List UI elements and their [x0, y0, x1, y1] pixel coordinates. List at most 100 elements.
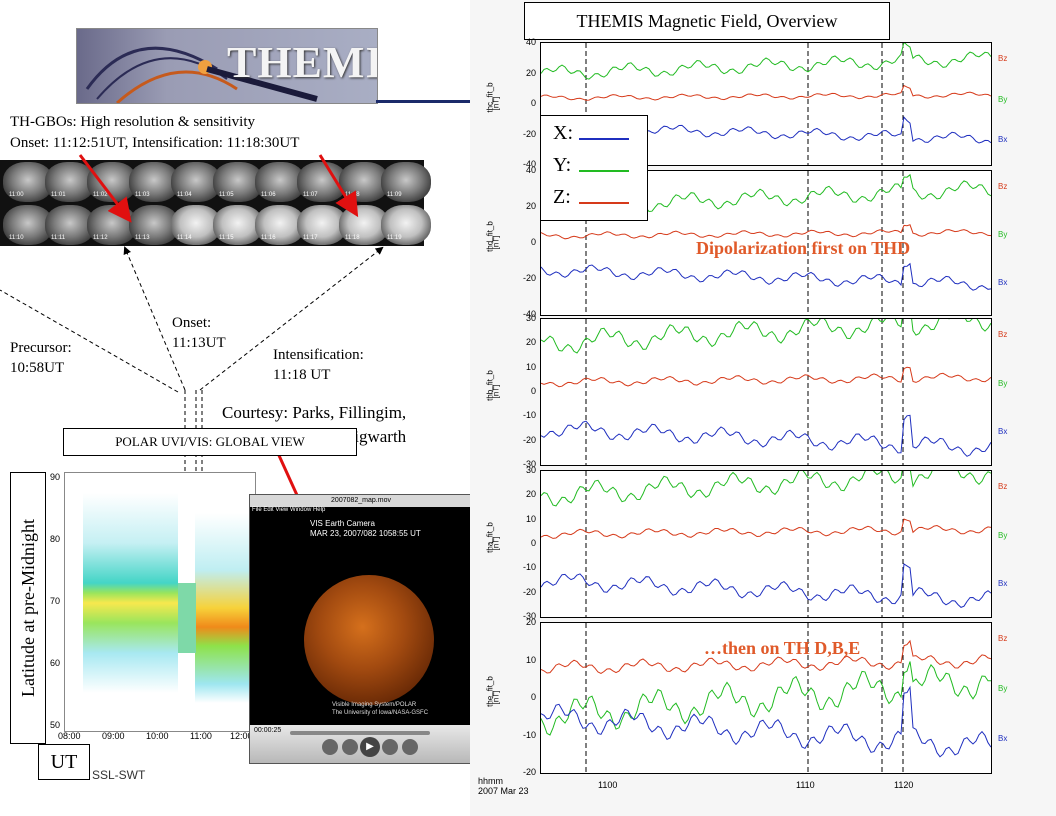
- y-tick: 0: [530, 538, 536, 548]
- field-panel-tha_fit_b: [540, 457, 992, 618]
- movie-caption-line2: MAR 23, 2007/082 1058:55 UT: [310, 529, 421, 538]
- bx-trace: [540, 563, 992, 608]
- bz-trace: [540, 224, 992, 240]
- field-panel-thb_fit_b: [540, 301, 992, 466]
- panel-unit: [nT]: [491, 384, 501, 399]
- gbo-title-line2: Onset: 11:12:51UT, Intensification: 11:1…: [10, 135, 300, 151]
- movie-footer: Visible Imaging System/POLAR The Univers…: [332, 701, 428, 717]
- courtesy-line2: Sigwarth: [344, 427, 407, 446]
- movie-time: 00:00:25: [254, 727, 282, 734]
- keo-xtick: 12:00: [230, 731, 253, 741]
- y-tick: -20: [522, 767, 536, 777]
- keo-xtick: 09:00: [102, 731, 125, 741]
- by-trace: [540, 457, 992, 507]
- onset-label-line2: 11:13UT: [172, 335, 226, 351]
- y-tick: 0: [530, 692, 536, 702]
- gbo-title: TH-GBOs: High resolution & sensitivity O…: [10, 112, 299, 154]
- by-trace: [540, 661, 992, 736]
- panel-unit: [nT]: [491, 536, 501, 551]
- movie-controls: 00:00:25 ▶: [250, 725, 472, 763]
- ssl-swt-label: SSL-SWT: [92, 768, 146, 782]
- legend-x-label: X:: [553, 122, 573, 144]
- field-traces: [540, 301, 992, 465]
- logo-underline: [376, 100, 470, 103]
- allsky-frame: 11:04: [171, 162, 221, 202]
- y-tick: 10: [525, 654, 536, 665]
- y-tick: 20: [525, 67, 536, 78]
- y-tick: -10: [522, 562, 536, 573]
- x-tick: 1120: [894, 780, 914, 790]
- keo-ytick: 60: [49, 658, 60, 668]
- bz-trace: [540, 518, 992, 539]
- component-label: Bx: [998, 278, 1008, 287]
- allsky-frame: 11:09: [381, 162, 431, 202]
- intensification-label: Intensification: 11:18 UT: [273, 345, 364, 385]
- menu-help[interactable]: Help: [312, 507, 326, 513]
- y-tick: 20: [525, 489, 536, 500]
- keo-xtick: 10:00: [146, 731, 169, 741]
- keo-ytick: 80: [49, 534, 60, 544]
- component-label: By: [998, 684, 1008, 693]
- onset-red-arrow: [78, 154, 132, 223]
- component-label: By: [998, 530, 1008, 540]
- menu-window[interactable]: Window: [289, 507, 312, 513]
- x-axis-label-2: 2007 Mar 23: [478, 786, 529, 796]
- earth-image: [304, 575, 434, 705]
- legend-z-line: [579, 202, 629, 204]
- y-tick: 10: [525, 361, 536, 372]
- allsky-frame: 11:06: [255, 162, 305, 202]
- legend-y-label: Y:: [553, 154, 572, 176]
- allsky-frame: 11:13: [129, 205, 179, 245]
- gbo-title-line1: TH-GBOs: High resolution & sensitivity: [10, 114, 255, 130]
- step-forward-button[interactable]: [382, 739, 398, 755]
- keogram-plot: [64, 472, 256, 732]
- legend-y-line: [579, 170, 629, 172]
- y-tick: 0: [530, 237, 536, 247]
- allsky-frame: 11:19: [381, 205, 431, 245]
- keo-xtick: 11:00: [190, 731, 212, 741]
- keo-ytick: 50: [49, 720, 60, 730]
- allsky-frame: 11:11: [45, 205, 95, 245]
- intensification-red-arrow: [318, 154, 359, 218]
- movie-caption: VIS Earth Camera MAR 23, 2007/082 1058:5…: [310, 519, 421, 539]
- allsky-frame: 11:16: [255, 205, 305, 245]
- panel-unit: [nT]: [491, 690, 501, 705]
- allsky-frame: 11:00: [3, 162, 53, 202]
- y-tick: 30: [525, 465, 536, 475]
- field-traces: [540, 457, 992, 617]
- menu-edit[interactable]: Edit: [263, 507, 274, 513]
- fast-forward-button[interactable]: [402, 739, 418, 755]
- keogram-x-axis: 08:00 09:00 10:00 11:00 12:00: [58, 731, 258, 743]
- keo-ytick: 90: [49, 472, 60, 482]
- keo-xtick: 08:00: [58, 731, 81, 741]
- play-button[interactable]: ▶: [360, 737, 380, 757]
- component-label: Bz: [998, 330, 1008, 339]
- y-tick: 10: [525, 513, 536, 524]
- logo-word: THEMIS: [227, 38, 377, 87]
- component-label: By: [998, 94, 1008, 104]
- bz-trace: [540, 639, 992, 674]
- component-label: Bx: [998, 135, 1008, 145]
- menu-view[interactable]: View: [275, 507, 289, 513]
- bz-trace: [540, 366, 992, 388]
- menu-file[interactable]: File: [252, 507, 262, 513]
- intensification-label-line2: 11:18 UT: [273, 367, 331, 383]
- bx-trace: [540, 414, 992, 457]
- step-back-button[interactable]: [342, 739, 358, 755]
- movie-footer-line1: Visible Imaging System/POLAR: [332, 702, 417, 708]
- component-label: Bz: [998, 54, 1008, 63]
- themis-title: THEMIS Magnetic Field, Overview: [524, 2, 890, 40]
- onset-label-line1: Onset:: [172, 315, 212, 331]
- legend-box: X: Y: Z:: [540, 115, 648, 221]
- y-tick: 20: [525, 201, 536, 211]
- latitude-label: Latitude at pre-Midnight: [18, 519, 38, 697]
- x-tick: 1110: [796, 780, 815, 790]
- movie-scrubber[interactable]: [290, 731, 430, 735]
- y-tick: 40: [525, 165, 536, 175]
- field-panel-thd_fit_b: [540, 170, 992, 316]
- field-panel-the_fit_b: [540, 622, 992, 774]
- themis-logo: THEMIS: [76, 28, 378, 104]
- magnetosphere-graphic: [85, 46, 318, 103]
- allsky-frame: 11:01: [45, 162, 95, 202]
- rewind-button[interactable]: [322, 739, 338, 755]
